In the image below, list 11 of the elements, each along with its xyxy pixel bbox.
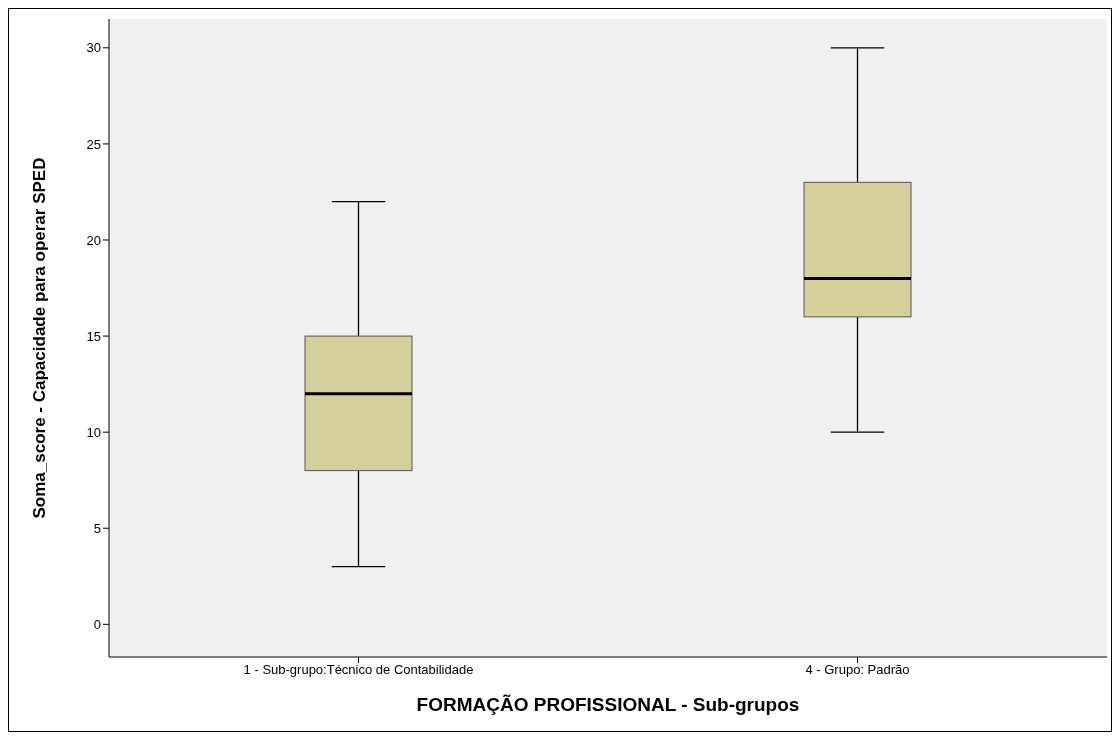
y-tick-label: 25 — [86, 136, 101, 152]
y-axis-title: Soma_score - Capacidade para operar SPED — [30, 157, 50, 519]
y-tick-label: 15 — [86, 328, 101, 344]
y-tick-label: 0 — [93, 616, 101, 632]
y-tick-label: 5 — [93, 520, 101, 536]
y-tick-label: 10 — [86, 424, 101, 440]
y-tick-label: 30 — [86, 40, 101, 56]
x-axis-title: FORMAÇÃO PROFISSIONAL - Sub-grupos — [416, 694, 800, 715]
y-tick-label: 20 — [86, 232, 101, 248]
x-tick-label: 1 - Sub-grupo:Técnico de Contabilidade — [243, 662, 474, 678]
x-tick-label: 4 - Grupo: Padrão — [805, 662, 910, 678]
